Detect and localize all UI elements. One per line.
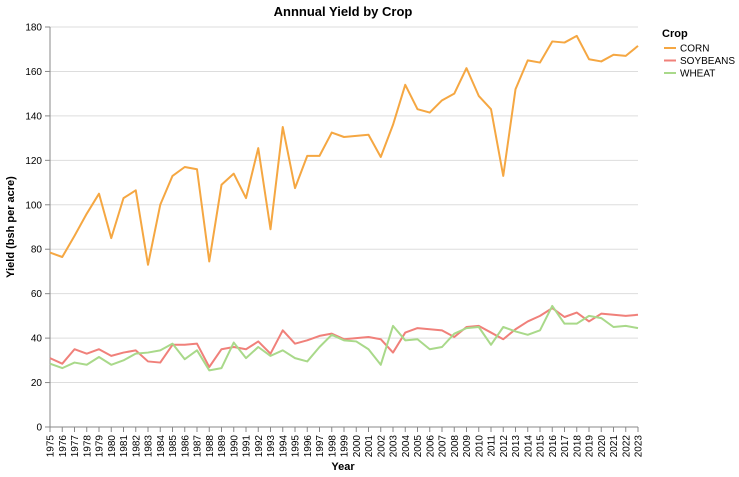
x-tick-label: 2007: [438, 435, 449, 458]
series-lines: [49, 34, 639, 372]
x-tick-label: 1980: [107, 435, 118, 458]
x-tick-label: 2001: [364, 435, 375, 458]
x-tick-label: 1998: [327, 435, 338, 458]
legend-label-corn: CORN: [680, 44, 709, 55]
x-tick-label: 2018: [572, 435, 583, 458]
x-tick-label: 2022: [621, 435, 632, 458]
legend-title: Crop: [662, 28, 688, 40]
y-tick-label: 100: [25, 200, 42, 211]
series-line-wheat: [49, 304, 639, 372]
x-tick-label: 2023: [634, 435, 645, 458]
x-tick-label: 1995: [291, 435, 302, 458]
x-tick-label: 1993: [266, 435, 277, 458]
x-tick-label: 1994: [278, 435, 289, 458]
x-tick-label: 1981: [119, 435, 130, 458]
gridlines: [50, 26, 638, 428]
x-tick-label: 2004: [401, 435, 412, 458]
x-tick-label: 2014: [523, 435, 534, 458]
x-tick-label: 2015: [536, 435, 547, 458]
legend-label-soybeans: SOYBEANS: [680, 56, 735, 67]
x-tick-label: 2019: [585, 435, 596, 458]
x-tick-label: 1985: [168, 435, 179, 458]
x-tick-label: 1982: [131, 435, 142, 458]
x-tick-label: 2000: [352, 435, 363, 458]
legend-label-wheat: WHEAT: [680, 69, 715, 80]
x-tick-label: 2009: [462, 435, 473, 458]
x-tick-label: 1990: [229, 435, 240, 458]
x-tick-label: 1984: [156, 435, 167, 458]
x-tick-label: 1977: [70, 435, 81, 458]
x-tick-label: 1986: [180, 435, 191, 458]
x-tick-label: 1989: [217, 435, 228, 458]
x-tick-label: 2016: [548, 435, 559, 458]
x-tick-label: 1976: [58, 435, 69, 458]
x-tick-label: 1988: [205, 435, 216, 458]
x-tick-label: 2021: [609, 435, 620, 458]
y-tick-label: 20: [31, 378, 43, 389]
x-tick-label: 1991: [242, 435, 253, 458]
y-tick-label: 40: [31, 334, 43, 345]
series-line-soybeans: [49, 307, 639, 368]
x-tick-label: 2010: [474, 435, 485, 458]
y-axis-title: Yield (bsh per acre): [5, 176, 17, 278]
x-tick-label: 1979: [95, 435, 106, 458]
y-tick-label: 60: [31, 289, 43, 300]
x-tick-label: 2003: [389, 435, 400, 458]
x-tick-label: 1983: [144, 435, 155, 458]
x-tick-label: 2006: [425, 435, 436, 458]
x-tick-label: 2008: [450, 435, 461, 458]
x-tick-label: 1992: [254, 435, 265, 458]
x-tick-label: 1999: [340, 435, 351, 458]
x-axis-title: Year: [331, 461, 355, 473]
y-tick-label: 80: [31, 245, 43, 256]
x-tick-label: 2011: [487, 435, 498, 457]
axes: 0 20 40 60 80 100 120 140 160 180 1975 1976 1977 1978…: [25, 23, 644, 458]
y-tick-label: 180: [25, 23, 42, 34]
x-tick-label: 1997: [315, 435, 326, 458]
x-tick-label: 2013: [511, 435, 522, 458]
x-tick-label: 1975: [46, 435, 57, 458]
series-line-corn: [49, 34, 639, 266]
y-tick-label: 160: [25, 67, 42, 78]
x-tick-label: 2005: [413, 435, 424, 458]
chart-title: Annnual Yield by Crop: [274, 4, 413, 19]
x-tick-label: 1987: [193, 435, 204, 458]
x-tick-label: 1978: [82, 435, 93, 458]
x-tick-label: 2012: [499, 435, 510, 458]
y-tick-label: 120: [25, 156, 42, 167]
x-tick-label: 2017: [560, 435, 571, 458]
y-tick-label: 140: [25, 111, 42, 122]
x-tick-label: 2020: [597, 435, 608, 458]
y-tick-label: 0: [36, 423, 42, 434]
x-tick-label: 1996: [303, 435, 314, 458]
x-tick-label: 2002: [376, 435, 387, 458]
